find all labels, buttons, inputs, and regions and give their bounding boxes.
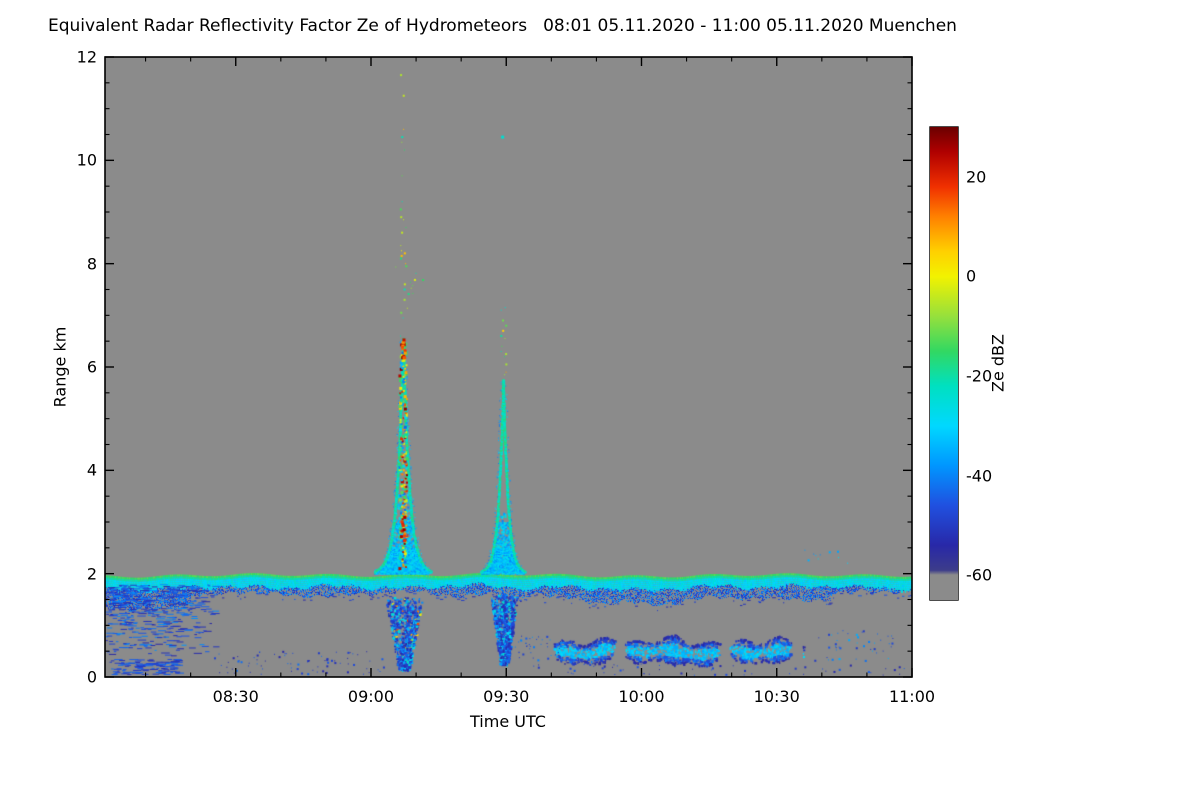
x-tick-label: 10:30	[753, 687, 800, 706]
y-tick-label: 0	[86, 667, 97, 687]
plot-subtitle: 08:01 05.11.2020 - 11:00 05.11.2020 Muen…	[543, 16, 957, 36]
y-tick-label: 6	[86, 357, 97, 377]
colorbar-gradient	[930, 127, 958, 600]
y-tick-label: 4	[86, 460, 97, 480]
colorbar-tick-label: 0	[966, 266, 977, 286]
colorbar-tick-label: 20	[966, 167, 987, 187]
y-tick-label: 10	[76, 150, 97, 170]
colorbar-tick-label: -20	[966, 366, 993, 386]
plot-title: Equivalent Radar Reflectivity Factor Ze …	[48, 16, 528, 36]
y-tick-label: 12	[76, 47, 97, 67]
x-tick-label: 09:30	[483, 687, 530, 706]
y-tick-label: 8	[86, 254, 97, 274]
x-tick-label: 11:00	[888, 687, 936, 706]
x-axis-label: Time UTC	[470, 712, 546, 731]
x-tick-label: 09:00	[347, 687, 395, 706]
x-tick-label: 08:30	[212, 687, 259, 706]
plot-title-row: Equivalent Radar Reflectivity Factor Ze …	[48, 16, 957, 36]
x-tick-label: 10:00	[618, 687, 665, 706]
colorbar-tick-label: -40	[966, 466, 993, 486]
y-tick-label: 2	[86, 564, 97, 584]
heatmap-canvas	[105, 57, 912, 677]
colorbar-tick-label: -60	[966, 565, 993, 585]
